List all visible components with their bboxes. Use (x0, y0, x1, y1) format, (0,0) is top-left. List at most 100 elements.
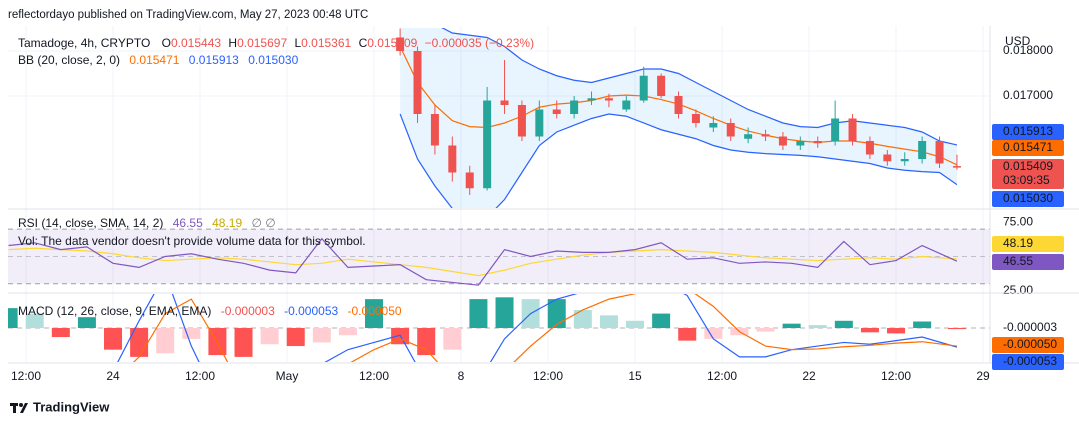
price-badge (992, 159, 1064, 189)
candle-body (657, 75, 666, 96)
price-badge-label: 0.015471 (1003, 140, 1053, 154)
frame (8, 26, 1079, 364)
publish-header: reflectordayo published on TradingView.c… (8, 9, 368, 21)
rsi-ma-value: 48.19 (212, 216, 242, 230)
price-badge-label: 0.015030 (1003, 191, 1053, 205)
macd-histogram-bar (547, 299, 566, 328)
bb-upper: 0.015913 (189, 53, 239, 67)
hist-value: -0.000003 (221, 304, 275, 318)
x-tick-label: 15 (628, 369, 642, 383)
x-tick-label: May (276, 369, 299, 383)
price-badge-label: -0.000050 (1003, 337, 1057, 351)
macd-histogram-bar (51, 328, 70, 338)
price-badge-label: -0.000003 (1003, 320, 1057, 334)
x-tick-label: 12:00 (359, 369, 389, 383)
x-tick-label: 29 (976, 369, 990, 383)
price-pane (396, 28, 961, 208)
candle-body (483, 100, 492, 189)
candle-body (726, 122, 735, 137)
macd-histogram-bar (286, 328, 305, 347)
candle-body (691, 113, 700, 123)
symbol: Tamadoge, 4h, CRYPTO (18, 36, 150, 50)
bb-label: BB (20, close, 2, 0) (18, 53, 120, 67)
ohlc-value: 0.015697 (237, 36, 287, 50)
price-badge-label: 48.19 (1003, 236, 1033, 250)
candle-body (604, 98, 613, 101)
candle-body (813, 140, 822, 144)
macd-histogram-bar (913, 321, 932, 328)
macd-histogram-bar (834, 320, 853, 328)
x-tick-label: 24 (106, 369, 120, 383)
x-tick-label: 22 (802, 369, 816, 383)
candle-body (865, 140, 874, 155)
currency: USD (1005, 34, 1031, 48)
bb-basis: 0.015471 (129, 53, 179, 67)
macd-histogram-bar (156, 328, 175, 354)
macd-histogram-bar (678, 328, 697, 341)
x-tick-label: 12:00 (881, 369, 911, 383)
x-tick-label: 12:00 (11, 369, 41, 383)
change: −0.000035 (−0.23%) (425, 36, 534, 50)
macd-label: MACD (12, 26, close, 9, EMA, EMA) (18, 304, 211, 318)
macd-histogram-bar (77, 317, 96, 328)
candle-body (952, 166, 961, 168)
macd-histogram-bar (573, 309, 592, 328)
macd-histogram-bar (704, 328, 723, 339)
macd-histogram-bar (756, 328, 775, 332)
ohlc-label: H (228, 36, 237, 50)
candle-body (778, 136, 787, 146)
macd-histogram-bar (182, 328, 201, 339)
price-badge-label: -0.000053 (1003, 354, 1057, 368)
macd-histogram-bar (234, 328, 253, 357)
y-tick-label: 0.017000 (1003, 88, 1053, 102)
volume-note: Vol: The data vendor doesn't provide vol… (18, 234, 366, 248)
macd-histogram-bar (782, 323, 801, 328)
macd-histogram-bar (443, 328, 462, 350)
macd-histogram-bar (417, 328, 436, 356)
candle-body (413, 50, 422, 114)
na-marks: ∅ ∅ (251, 216, 275, 230)
candle-body (918, 140, 927, 159)
bb-legend: BB (20, close, 2, 0) 0.015471 0.015913 0… (18, 53, 299, 67)
candle-body (639, 75, 648, 101)
price-badge-label: 0.015913 (1003, 124, 1053, 138)
candle-body (500, 100, 509, 105)
macd-line (132, 294, 958, 362)
candle-body (535, 109, 544, 137)
macd-histogram-bar (25, 313, 44, 328)
macd-histogram-bar (599, 315, 618, 328)
x-tick-label: 12:00 (533, 369, 563, 383)
macd-histogram-bar (469, 299, 488, 328)
footer-brand: TradingView (33, 399, 110, 414)
price-badge (992, 236, 1064, 252)
candle-body (883, 154, 892, 162)
candle-body (517, 104, 526, 137)
rsi-label: RSI (14, close, SMA, 14, 2) (18, 216, 163, 230)
bb-lower: 0.015030 (248, 53, 298, 67)
candle-body (900, 158, 909, 162)
price-badge (992, 140, 1064, 156)
candle-body (709, 122, 718, 128)
macd-histogram-bar (338, 328, 357, 336)
price-badge (992, 124, 1064, 140)
bb-line (441, 28, 958, 146)
x-tick-label: 12:00 (185, 369, 215, 383)
x-tick-label: 8 (458, 369, 465, 383)
candle-body (448, 145, 457, 173)
macd-histogram-bar (626, 320, 645, 328)
y-tick-label: 25.00 (1003, 283, 1033, 297)
candle-body (796, 140, 805, 146)
symbol-legend: Tamadoge, 4h, CRYPTO O0.015443 H0.015697… (18, 36, 534, 50)
candle-body (622, 100, 631, 110)
price-badge-label: 46.55 (1003, 254, 1033, 268)
rsi-legend: RSI (14, close, SMA, 14, 2) 46.55 48.19 … (18, 216, 276, 230)
macd-histogram-bar (947, 328, 966, 330)
ohlc-value: 0.015409 (367, 36, 417, 50)
price-badge (992, 191, 1064, 207)
x-tick-label: 12:00 (707, 369, 737, 383)
price-badge (992, 354, 1064, 370)
rsi-value: 46.55 (173, 216, 203, 230)
candle-body (587, 98, 596, 101)
candle-body (761, 134, 770, 137)
macd-histogram-bar (8, 308, 18, 328)
